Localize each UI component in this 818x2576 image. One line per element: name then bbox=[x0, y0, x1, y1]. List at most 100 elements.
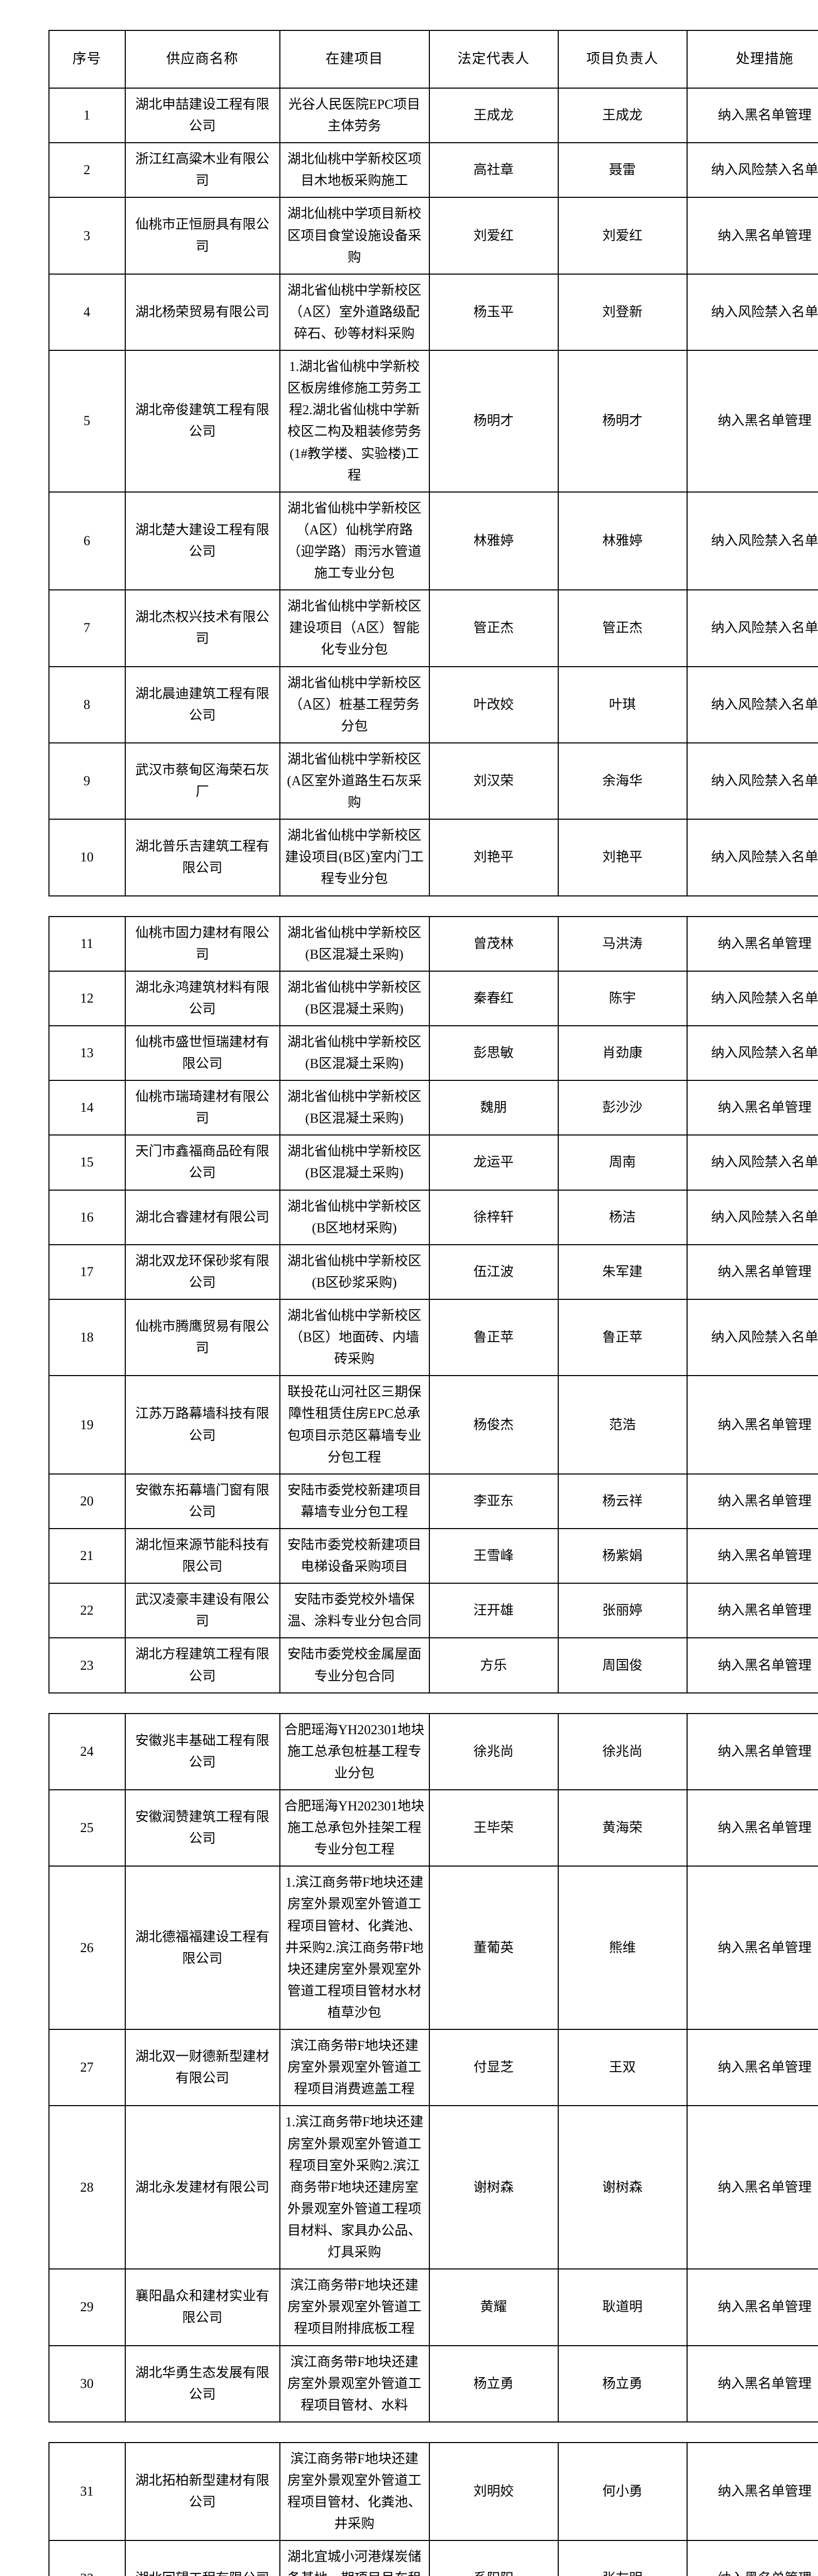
cell-project-manager: 叶琪 bbox=[558, 666, 688, 743]
column-header-legal-representative: 法定代表人 bbox=[429, 30, 559, 89]
cell-project-name: 湖北仙桃中学新校区项目木地板采购施工 bbox=[279, 143, 430, 198]
supplier-penalty-table: 11 仙桃市固力建材有限公司 湖北省仙桃中学新校区(B区混凝土采购) 曾茂林 马洪涛 纳入… bbox=[48, 916, 818, 1693]
cell-supplier-name: 安徽东拓幕墙门窗有限公司 bbox=[125, 1473, 280, 1530]
cell-legal-representative: 董葡英 bbox=[429, 1866, 559, 2030]
cell-legal-representative: 系阳阳 bbox=[429, 2540, 559, 2576]
cell-legal-representative: 汪开雄 bbox=[429, 1583, 559, 1639]
cell-project-name: 湖北省仙桃中学新校区（B区）地面砖、内墙砖采购 bbox=[279, 1299, 430, 1377]
table-row: 21 湖北恒来源节能科技有限公司 安陆市委党校新建项目电梯设备采购项目 王雪峰 杨紫娟纳… bbox=[48, 1529, 818, 1584]
table-block: 31 湖北拓柏新型建材有限公司 滨江商务带F地块还建房室外景观室外管道工程项目管材、… bbox=[48, 2442, 818, 2576]
cell-handling-measure: 纳入黑名单管理 bbox=[687, 1376, 818, 1475]
table-row: 3 仙桃市正恒厨具有限公司 湖北仙桃中学项目新校区项目食堂设施设备采购 刘爱红 刘爱红纳… bbox=[48, 197, 818, 275]
cell-row-index: 9 bbox=[48, 742, 126, 820]
cell-legal-representative: 刘明姣 bbox=[429, 2442, 559, 2541]
cell-project-name: 合肥瑶海YH202301地块施工总承包外挂架工程专业分包工程 bbox=[279, 1790, 430, 1867]
table-row: 31 湖北拓柏新型建材有限公司 滨江商务带F地块还建房室外景观室外管道工程项目管材、… bbox=[48, 2442, 818, 2541]
table-row: 25 安徽润赞建筑工程有限公司 合肥瑶海YH202301地块施工总承包外挂架工程专业… bbox=[48, 1790, 818, 1867]
table-row: 2 浙江红高粱木业有限公司 湖北仙桃中学新校区项目木地板采购施工 高社章 聂雷 纳入风险禁… bbox=[48, 143, 818, 198]
table-row: 8 湖北晨迪建筑工程有限公司 湖北省仙桃中学新校区（A区）桩基工程劳务分包 叶改姣 叶琪… bbox=[48, 666, 818, 743]
cell-handling-measure: 纳入黑名单管理 bbox=[687, 1080, 818, 1136]
cell-project-name: 湖北省仙桃中学新校区建设项目（A区）智能化专业分包 bbox=[279, 590, 430, 667]
table-row: 10 湖北普乐吉建筑工程有限公司 湖北省仙桃中学新校区建设项目(B区)室内门工程专业… bbox=[48, 819, 818, 896]
cell-supplier-name: 仙桃市正恒厨具有限公司 bbox=[125, 197, 280, 275]
cell-project-name: 湖北省仙桃中学新校区建设项目(B区)室内门工程专业分包 bbox=[279, 819, 430, 896]
table-row: 22 武汉凌豪丰建设有限公司 安陆市委党校外墙保温、涂料专业分包合同 汪开雄 张丽婷 纳入… bbox=[48, 1583, 818, 1639]
cell-project-name: 湖北省仙桃中学新校区(B区砂浆采购) bbox=[279, 1244, 430, 1300]
cell-supplier-name: 武汉市蔡甸区海荣石灰厂 bbox=[125, 742, 280, 820]
cell-supplier-name: 天门市鑫福商品砼有限公司 bbox=[125, 1135, 280, 1191]
cell-legal-representative: 王雪峰 bbox=[429, 1529, 559, 1584]
cell-supplier-name: 湖北方程建筑工程有限公司 bbox=[125, 1638, 280, 1693]
cell-project-name: 光谷人民医院EPC项目主体劳务 bbox=[279, 88, 430, 144]
cell-project-manager: 刘登新 bbox=[558, 274, 688, 351]
cell-row-index: 3 bbox=[48, 197, 126, 275]
column-header-project-name: 在建项目 bbox=[279, 30, 430, 89]
table-row: 24 安徽兆丰基础工程有限公司 合肥瑶海YH202301地块施工总承包桩基工程专业分… bbox=[48, 1713, 818, 1791]
cell-handling-measure: 纳入黑名单管理 bbox=[687, 1244, 818, 1300]
table-row: 29 襄阳晶众和建材实业有限公司 滨江商务带F地块还建房室外景观室外管道工程项目附排… bbox=[48, 2269, 818, 2346]
cell-project-name: 安陆市委党校新建项目幕墙专业分包工程 bbox=[279, 1473, 430, 1530]
cell-handling-measure: 纳入黑名单管理 bbox=[687, 1790, 818, 1867]
cell-handling-measure: 纳入黑名单管理 bbox=[687, 2442, 818, 2541]
cell-project-name: 湖北宜城小河港煤炭储备基地一期项目吊车租赁 bbox=[279, 2540, 430, 2576]
cell-legal-representative: 徐梓轩 bbox=[429, 1190, 559, 1245]
cell-project-manager: 肖劲康 bbox=[558, 1025, 688, 1081]
cell-supplier-name: 湖北拓柏新型建材有限公司 bbox=[125, 2442, 280, 2541]
cell-legal-representative: 杨明才 bbox=[429, 350, 559, 493]
cell-project-name: 湖北省仙桃中学新校区(B区混凝土采购) bbox=[279, 1135, 430, 1191]
cell-project-manager: 朱军建 bbox=[558, 1244, 688, 1300]
cell-legal-representative: 叶改姣 bbox=[429, 666, 559, 743]
cell-row-index: 30 bbox=[48, 2345, 126, 2422]
table-row: 32湖北回望工程有限公司湖北宜城小河港煤炭储备基地一期项目吊车租赁系阳阳张友明纳… bbox=[48, 2540, 818, 2576]
cell-supplier-name: 湖北永发建材有限公司 bbox=[125, 2106, 280, 2270]
cell-project-name: 湖北仙桃中学项目新校区项目食堂设施设备采购 bbox=[279, 197, 430, 275]
table-row: 17 湖北双龙环保砂浆有限公司 湖北省仙桃中学新校区(B区砂浆采购) 伍江波 朱军建 纳入… bbox=[48, 1244, 818, 1300]
cell-project-name: 安陆市委党校金属屋面专业分包合同 bbox=[279, 1638, 430, 1693]
cell-project-manager: 周国俊 bbox=[558, 1638, 688, 1693]
cell-supplier-name: 仙桃市腾鹰贸易有限公司 bbox=[125, 1299, 280, 1377]
cell-handling-measure: 纳入黑名单管理 bbox=[687, 197, 818, 275]
cell-row-index: 6 bbox=[48, 492, 126, 591]
cell-supplier-name: 湖北永鸿建筑材料有限公司 bbox=[125, 971, 280, 1026]
cell-supplier-name: 湖北合睿建材有限公司 bbox=[125, 1190, 280, 1245]
cell-legal-representative: 方乐 bbox=[429, 1638, 559, 1693]
cell-legal-representative: 彭思敏 bbox=[429, 1025, 559, 1081]
cell-supplier-name: 湖北杰权兴技术有限公司 bbox=[125, 590, 280, 667]
cell-row-index: 13 bbox=[48, 1025, 126, 1081]
cell-handling-measure: 纳入风险禁入名单 bbox=[687, 742, 818, 820]
cell-row-index: 17 bbox=[48, 1244, 126, 1300]
cell-project-manager: 杨洁 bbox=[558, 1190, 688, 1245]
table-row: 28 湖北永发建材有限公司 1.滨江商务带F地块还建房室外景观室外管道工程项目室外采… bbox=[48, 2106, 818, 2270]
cell-legal-representative: 李亚东 bbox=[429, 1473, 559, 1530]
cell-handling-measure: 纳入风险禁入名单 bbox=[687, 1190, 818, 1245]
cell-handling-measure: 纳入黑名单管理 bbox=[687, 350, 818, 493]
cell-project-manager: 杨云祥 bbox=[558, 1473, 688, 1530]
cell-project-name: 联投花山河社区三期保障性租赁住房EPC总承包项目示范区幕墙专业分包工程 bbox=[279, 1376, 430, 1475]
column-header-project-manager: 项目负责人 bbox=[558, 30, 688, 89]
cell-project-manager: 管正杰 bbox=[558, 590, 688, 667]
table-row: 19 江苏万路幕墙科技有限公司 联投花山河社区三期保障性租赁住房EPC总承包项目示范… bbox=[48, 1376, 818, 1475]
cell-supplier-name: 仙桃市固力建材有限公司 bbox=[125, 916, 280, 972]
supplier-penalty-table: 24 安徽兆丰基础工程有限公司 合肥瑶海YH202301地块施工总承包桩基工程专业分… bbox=[48, 1713, 818, 2422]
table-row: 4 湖北杨荣贸易有限公司 湖北省仙桃中学新校区（A区）室外道路级配碎石、砂等材料采购… bbox=[48, 274, 818, 351]
cell-project-manager: 杨明才 bbox=[558, 350, 688, 493]
cell-row-index: 11 bbox=[48, 916, 126, 972]
table-row: 16 湖北合睿建材有限公司 湖北省仙桃中学新校区(B区地材采购) 徐梓轩 杨洁 纳入风险禁… bbox=[48, 1190, 818, 1245]
cell-legal-representative: 杨俊杰 bbox=[429, 1376, 559, 1475]
cell-project-manager: 刘艳平 bbox=[558, 819, 688, 896]
cell-handling-measure: 纳入风险禁入名单 bbox=[687, 971, 818, 1026]
cell-handling-measure: 纳入风险禁入名单 bbox=[687, 492, 818, 591]
cell-project-manager: 杨紫娟 bbox=[558, 1529, 688, 1584]
cell-supplier-name: 湖北双龙环保砂浆有限公司 bbox=[125, 1244, 280, 1300]
cell-handling-measure: 纳入黑名单管理 bbox=[687, 1713, 818, 1791]
cell-project-manager: 张丽婷 bbox=[558, 1583, 688, 1639]
cell-supplier-name: 湖北申喆建设工程有限公司 bbox=[125, 88, 280, 144]
cell-project-name: 滨江商务带F地块还建房室外景观室外管道工程项目管材、化粪池、井采购 bbox=[279, 2442, 430, 2541]
cell-row-index: 19 bbox=[48, 1376, 126, 1475]
cell-project-manager: 熊维 bbox=[558, 1866, 688, 2030]
cell-supplier-name: 湖北帝俊建筑工程有限公司 bbox=[125, 350, 280, 493]
cell-supplier-name: 湖北普乐吉建筑工程有限公司 bbox=[125, 819, 280, 896]
table-row: 30 湖北华勇生态发展有限公司 滨江商务带F地块还建房室外景观室外管道工程项目管材、… bbox=[48, 2345, 818, 2422]
cell-supplier-name: 湖北杨荣贸易有限公司 bbox=[125, 274, 280, 351]
cell-supplier-name: 湖北双一财德新型建材有限公司 bbox=[125, 2029, 280, 2107]
